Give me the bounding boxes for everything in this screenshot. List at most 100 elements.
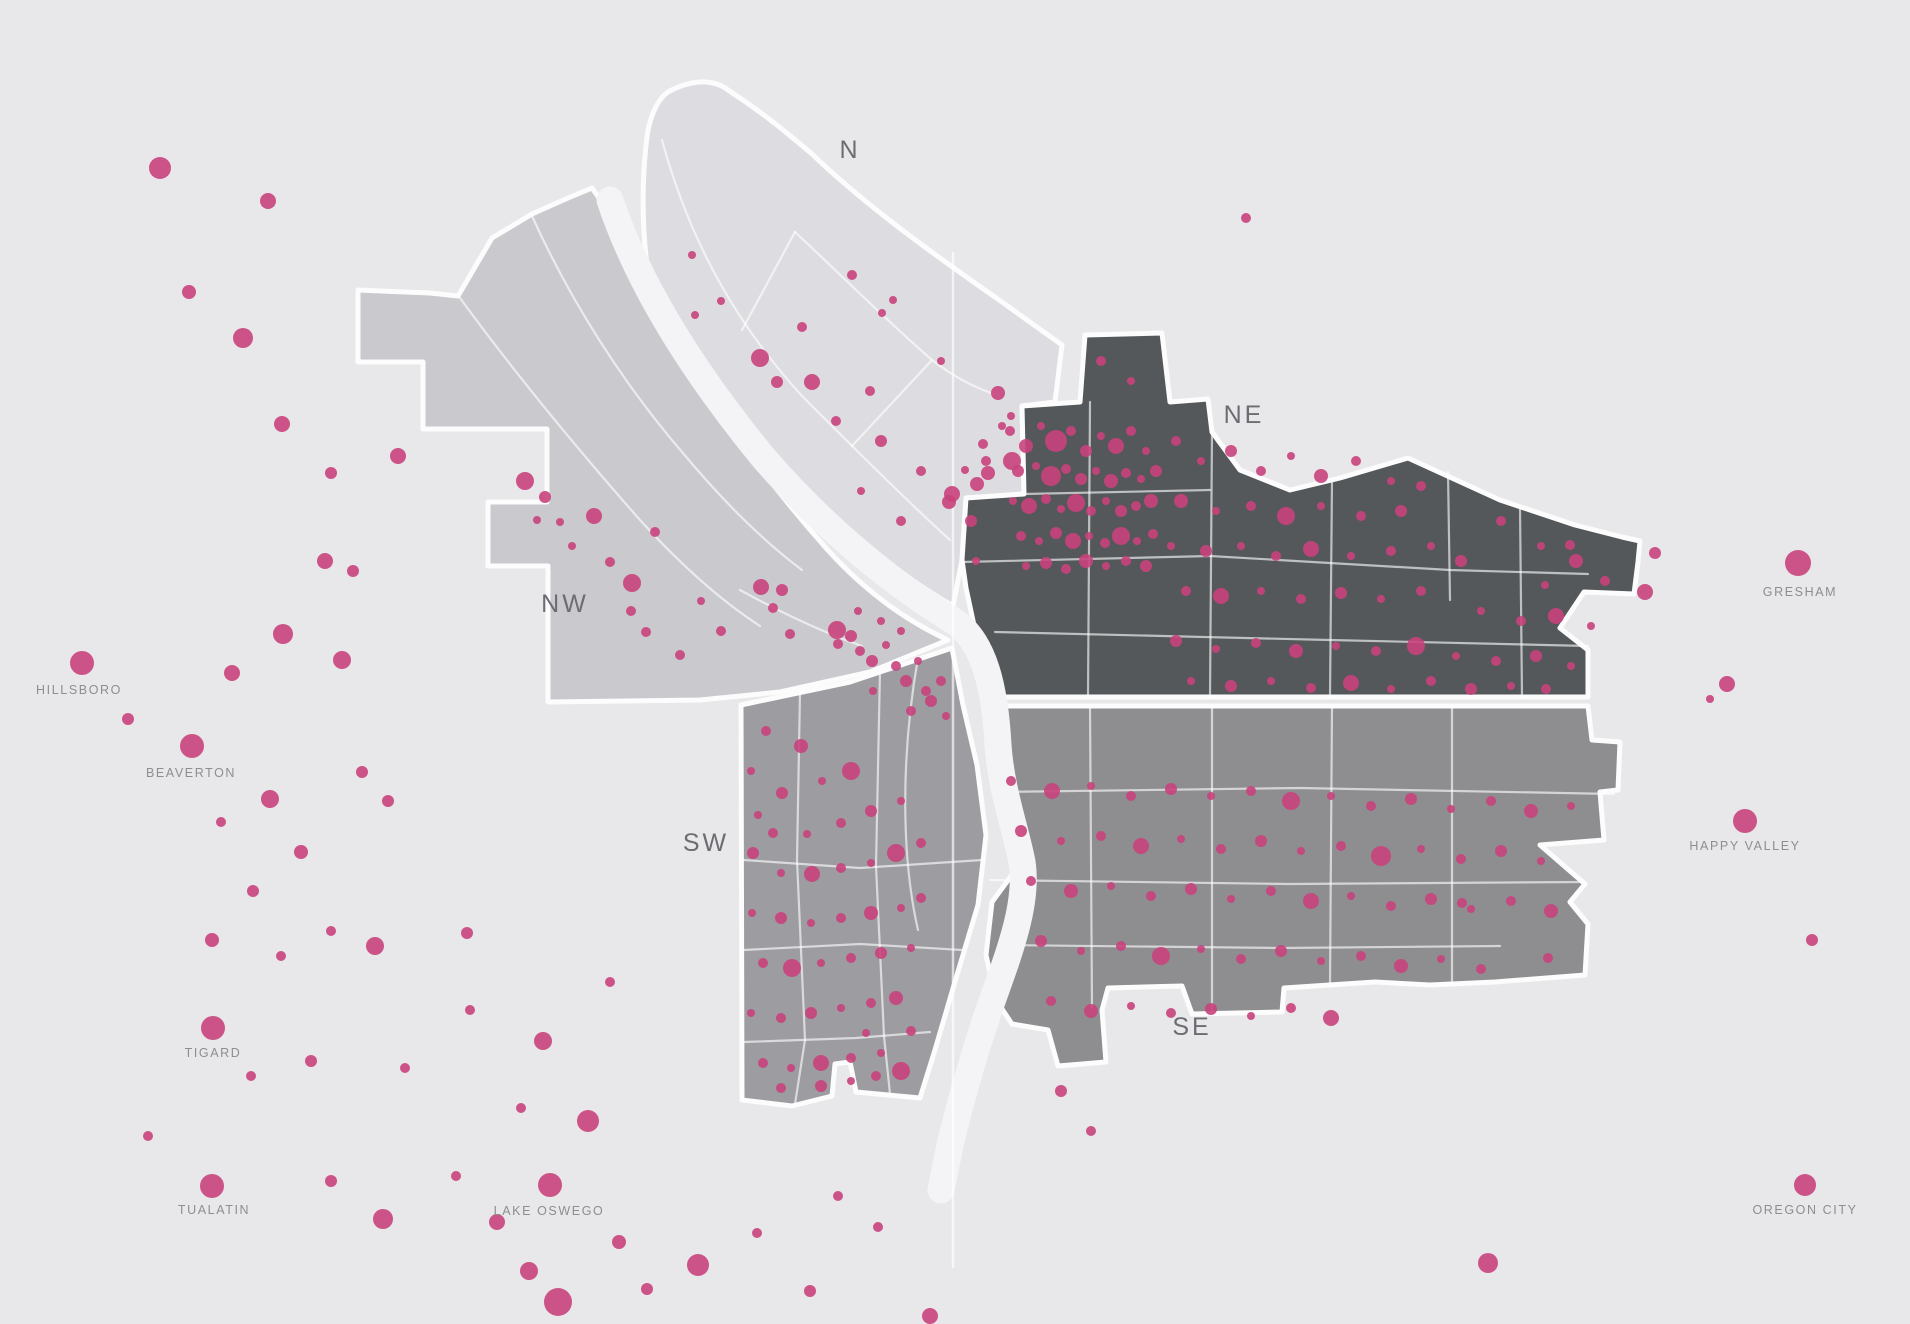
map-dot bbox=[1478, 1253, 1498, 1273]
map-dot bbox=[805, 1007, 817, 1019]
map-dot bbox=[937, 357, 945, 365]
map-dot bbox=[261, 790, 279, 808]
map-dot bbox=[489, 1214, 505, 1230]
map-dot bbox=[871, 1071, 881, 1081]
neighborhood-line bbox=[742, 858, 984, 870]
map-dot bbox=[1371, 646, 1381, 656]
map-dot bbox=[754, 811, 762, 819]
map-dot bbox=[1327, 792, 1335, 800]
map-dot bbox=[1287, 452, 1295, 460]
map-dot bbox=[1719, 676, 1735, 692]
map-dot bbox=[390, 448, 406, 464]
map-dot bbox=[1085, 532, 1093, 540]
quadrant-label-sw: SW bbox=[683, 829, 729, 857]
map-dot bbox=[1108, 438, 1124, 454]
map-dot bbox=[758, 958, 768, 968]
map-dot bbox=[1394, 959, 1408, 973]
map-dot bbox=[752, 1228, 762, 1238]
quadrant-label-n: N bbox=[839, 136, 860, 164]
map-dot bbox=[1006, 776, 1016, 786]
map-dot bbox=[539, 491, 551, 503]
map-dot bbox=[1012, 465, 1024, 477]
map-dot bbox=[1044, 783, 1060, 799]
map-dot bbox=[534, 1032, 552, 1050]
map-dot bbox=[747, 847, 759, 859]
map-dot bbox=[1427, 542, 1435, 550]
map-dot bbox=[1356, 511, 1366, 521]
map-dot bbox=[1185, 883, 1197, 895]
map-dot bbox=[1121, 556, 1131, 566]
map-dot bbox=[373, 1209, 393, 1229]
map-dot bbox=[916, 466, 926, 476]
map-dot bbox=[1026, 876, 1036, 886]
map-dot bbox=[1227, 895, 1235, 903]
map-dot bbox=[897, 797, 905, 805]
map-dot bbox=[1084, 1004, 1098, 1018]
map-dot bbox=[556, 518, 564, 526]
map-dot bbox=[1371, 846, 1391, 866]
map-dot bbox=[1241, 213, 1251, 223]
map-dot bbox=[1057, 837, 1065, 845]
map-dot bbox=[366, 937, 384, 955]
map-dot bbox=[577, 1110, 599, 1132]
city-label-gresham: GRESHAM bbox=[1763, 585, 1837, 599]
map-dot bbox=[382, 795, 394, 807]
map-dot bbox=[1131, 501, 1141, 511]
map-dot bbox=[785, 629, 795, 639]
labels-layer: N NE NW SW SE HILLSBORO BEAVERTON TIGARD… bbox=[36, 136, 1857, 1218]
map-dot bbox=[914, 657, 922, 665]
map-dot bbox=[768, 603, 778, 613]
map-dot bbox=[1137, 475, 1145, 483]
map-dot bbox=[1046, 996, 1056, 1006]
map-dot bbox=[1246, 786, 1256, 796]
city-label-happy-valley: HAPPY VALLEY bbox=[1689, 839, 1800, 853]
quadrant-label-ne: NE bbox=[1224, 401, 1265, 429]
neighborhood-line bbox=[993, 630, 1590, 648]
map-dot bbox=[1425, 893, 1437, 905]
map-dot bbox=[807, 919, 815, 927]
map-dot bbox=[276, 951, 286, 961]
map-dot bbox=[1785, 550, 1811, 576]
map-dot bbox=[845, 630, 857, 642]
map-dot bbox=[1351, 456, 1361, 466]
map-dot bbox=[818, 777, 826, 785]
map-dot bbox=[317, 553, 333, 569]
map-dot bbox=[1600, 576, 1610, 586]
map-dot bbox=[1306, 683, 1316, 693]
map-dot bbox=[747, 767, 755, 775]
map-dot bbox=[538, 1173, 562, 1197]
map-dot bbox=[847, 270, 857, 280]
map-dot bbox=[1323, 1010, 1339, 1026]
map-dot bbox=[325, 467, 337, 479]
map-dot bbox=[1126, 426, 1136, 436]
map-dot bbox=[1567, 802, 1575, 810]
map-dot bbox=[961, 466, 969, 474]
map-dot bbox=[869, 687, 877, 695]
map-dot bbox=[916, 893, 926, 903]
map-dot bbox=[1096, 831, 1106, 841]
region-northeast bbox=[959, 330, 1643, 700]
map-dot bbox=[1465, 683, 1477, 695]
map-dot bbox=[1637, 584, 1653, 600]
map-dot bbox=[1486, 796, 1496, 806]
map-dot bbox=[1064, 884, 1078, 898]
map-dot bbox=[916, 838, 926, 848]
map-dot bbox=[1455, 555, 1467, 567]
map-dot bbox=[451, 1171, 461, 1181]
map-dot bbox=[1050, 527, 1062, 539]
map-dot bbox=[831, 416, 841, 426]
map-dot bbox=[1087, 782, 1095, 790]
map-dot bbox=[753, 579, 769, 595]
map-dot bbox=[400, 1063, 410, 1073]
map-dot bbox=[305, 1055, 317, 1067]
neighborhood-line bbox=[904, 656, 920, 932]
map-dot bbox=[1080, 445, 1092, 457]
map-dot bbox=[1541, 684, 1551, 694]
map-dot bbox=[972, 557, 980, 565]
map-dot bbox=[794, 739, 808, 753]
map-dot bbox=[925, 695, 937, 707]
neighborhood-line bbox=[1208, 430, 1214, 699]
city-label-oregon-city: OREGON CITY bbox=[1752, 1203, 1857, 1217]
map-dot bbox=[1148, 529, 1158, 539]
map-dot bbox=[1077, 947, 1085, 955]
